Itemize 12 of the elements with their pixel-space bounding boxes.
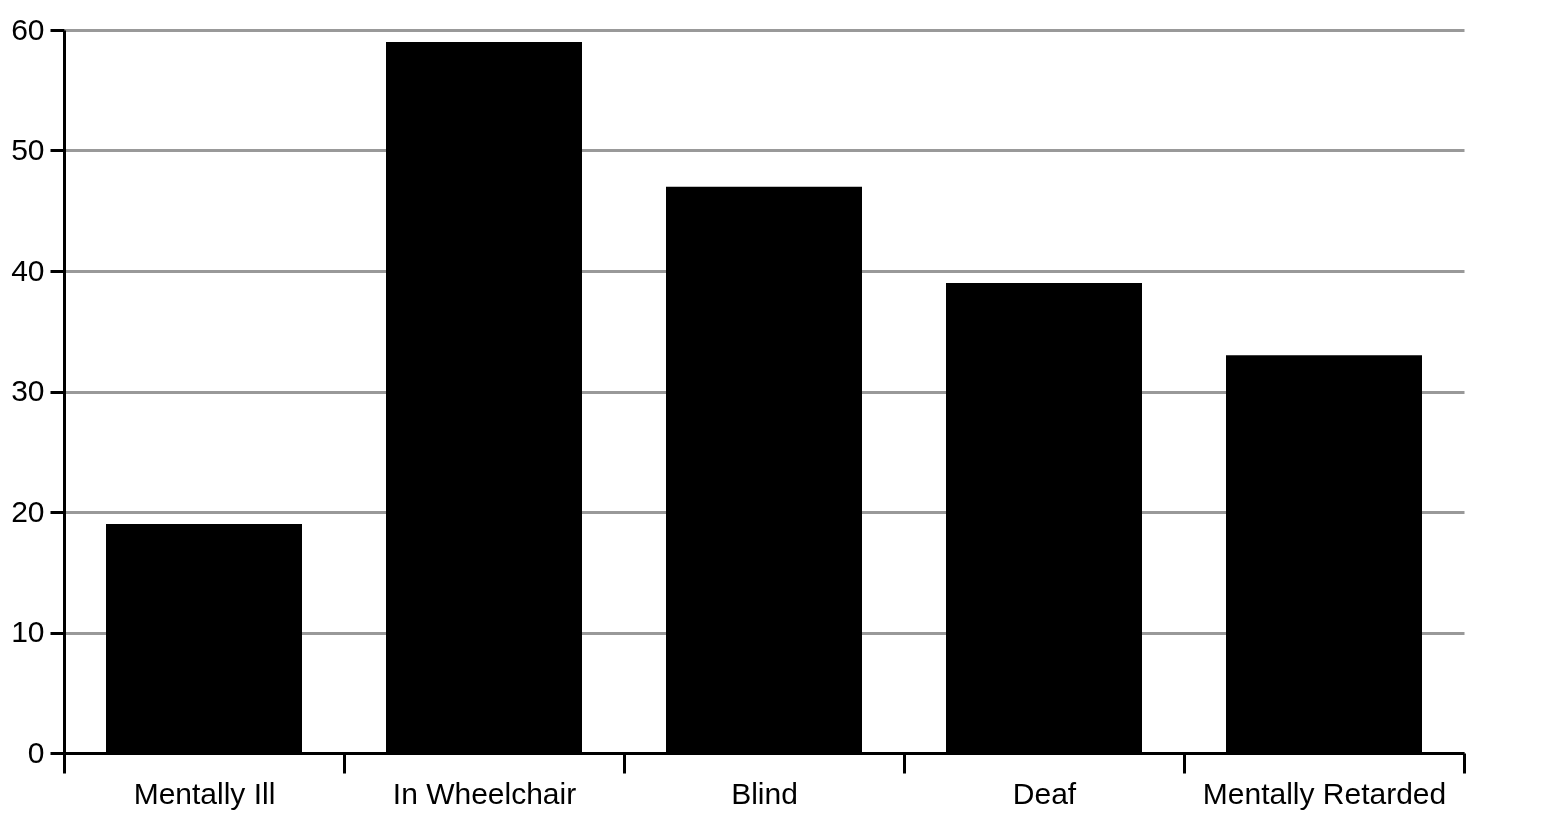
x-tick-label: Blind (731, 776, 798, 810)
y-tick-label: 40 (11, 253, 45, 287)
y-tick-label: 50 (11, 133, 45, 166)
y-tick-label: 0 (27, 735, 45, 769)
x-tick-label: Deaf (1012, 776, 1077, 810)
x-tick-label: Mentally Retarded (1202, 776, 1447, 810)
y-tick-label: 20 (11, 494, 45, 528)
x-tick-label: In Wheelchair (392, 776, 577, 810)
y-tick-label: 10 (11, 615, 45, 648)
x-tick-label: Mentally Ill (133, 776, 276, 810)
y-tick-label: 60 (11, 12, 45, 46)
y-tick-label: 30 (11, 374, 45, 407)
